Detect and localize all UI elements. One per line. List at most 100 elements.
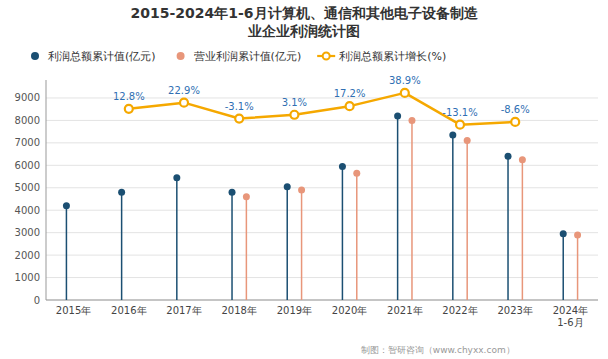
growth-point bbox=[346, 102, 354, 110]
y-tick-label: 6000 bbox=[15, 160, 40, 171]
lollipop-stem bbox=[522, 160, 524, 300]
grid bbox=[46, 98, 598, 300]
lollipop-stem bbox=[397, 116, 399, 300]
lollipop bbox=[394, 112, 401, 300]
lollipop-head bbox=[229, 189, 236, 196]
x-axis-line bbox=[46, 300, 598, 301]
lollipop-stem bbox=[246, 197, 248, 300]
text-line: 2022年 bbox=[442, 305, 477, 316]
text-line: 2020年 bbox=[332, 305, 367, 316]
lollipop bbox=[63, 202, 70, 300]
y-tick-label: 8000 bbox=[15, 115, 40, 126]
growth-point bbox=[180, 99, 188, 107]
lollipop bbox=[560, 230, 567, 300]
text-line: 2018年 bbox=[221, 305, 256, 316]
data-label: 22.9% bbox=[168, 85, 200, 96]
data-label: 38.9% bbox=[389, 75, 421, 86]
y-axis: 0100020003000400050006000700080009000 bbox=[15, 80, 598, 306]
lollipop-head bbox=[173, 174, 180, 181]
lollipop-head bbox=[464, 137, 471, 144]
x-tick-label: 2024年1-6月 bbox=[553, 305, 588, 328]
lollipop-head bbox=[505, 153, 512, 160]
x-tick-label: 2017年 bbox=[166, 305, 201, 316]
y-tick-label: 9000 bbox=[15, 92, 40, 103]
grid-line bbox=[46, 165, 598, 166]
text-line: 2015年 bbox=[56, 305, 91, 316]
text-line: 2015-2024年1-6月计算机、通信和其他电子设备制造 bbox=[130, 5, 478, 21]
legend-label: 利润总额累计值(亿元) bbox=[48, 50, 156, 63]
chart-container: 2015-2024年1-6月计算机、通信和其他电子设备制造业企业利润统计图010… bbox=[0, 0, 608, 359]
lollipop bbox=[574, 231, 581, 300]
legend: 利润总额累计值(亿元) 营业利润累计值(亿元) 利润总额累计增长(%) bbox=[31, 50, 446, 63]
grid-line bbox=[46, 277, 598, 278]
lollipop-stem bbox=[301, 190, 303, 300]
lollipop-stem bbox=[342, 166, 344, 300]
y-tick-label: 4000 bbox=[15, 205, 40, 216]
y-tick-label: 2000 bbox=[15, 250, 40, 261]
y-tick-label: 7000 bbox=[15, 137, 40, 148]
lollipop-head bbox=[519, 156, 526, 163]
lollipop-stem bbox=[176, 178, 178, 300]
legend-item: 营业利润累计值(亿元) bbox=[177, 50, 302, 63]
grid-line bbox=[46, 255, 598, 256]
x-tick-label: 2018年 bbox=[221, 305, 256, 316]
data-label: -13.1% bbox=[442, 107, 477, 118]
x-tick-label: 2019年 bbox=[277, 305, 312, 316]
lollipop bbox=[519, 156, 526, 300]
lollipop-stem bbox=[121, 192, 123, 300]
lollipop-head bbox=[394, 112, 401, 119]
lollipop bbox=[173, 174, 180, 300]
lollipop-stem bbox=[66, 206, 68, 300]
lollipop-stem bbox=[452, 135, 454, 300]
growth-point bbox=[235, 115, 243, 123]
x-tick-label: 2023年 bbox=[497, 305, 532, 316]
lollipop bbox=[408, 117, 415, 300]
x-axis: 2015年 2016年 2017年 2018年 2019年 2020年 2021年 2022年… bbox=[56, 305, 588, 328]
lollipop-stem bbox=[466, 141, 468, 300]
text-line: 1-6月 bbox=[557, 317, 583, 328]
x-tick-label: 2016年 bbox=[111, 305, 146, 316]
lollipop-head bbox=[353, 170, 360, 177]
title: 2015-2024年1-6月计算机、通信和其他电子设备制造业企业利润统计图 bbox=[130, 5, 478, 39]
lollipop-stem bbox=[231, 192, 233, 300]
lollipop-head bbox=[560, 230, 567, 237]
lollipop bbox=[353, 170, 360, 300]
text-line: 业企业利润统计图 bbox=[247, 23, 360, 39]
lollipop-stem bbox=[507, 156, 509, 300]
text-line: 2024年 bbox=[553, 305, 588, 316]
lollipop-stem bbox=[411, 120, 413, 300]
chart-svg: 2015-2024年1-6月计算机、通信和其他电子设备制造业企业利润统计图010… bbox=[0, 0, 608, 359]
growth-point bbox=[511, 118, 519, 126]
lollipop-head bbox=[449, 132, 456, 139]
x-tick-label: 2022年 bbox=[442, 305, 477, 316]
growth-line bbox=[129, 93, 515, 125]
grid-line bbox=[46, 232, 598, 233]
data-labels: 12.8%22.9%-3.1%3.1%17.2%38.9%-13.1%-8.6% bbox=[113, 75, 530, 118]
growth-point bbox=[125, 105, 133, 113]
grid-line bbox=[46, 300, 598, 301]
lollipop bbox=[449, 132, 456, 301]
lollipop bbox=[229, 189, 236, 300]
data-label: -8.6% bbox=[501, 104, 530, 115]
lollipop-head bbox=[298, 187, 305, 194]
legend-label: 营业利润累计值(亿元) bbox=[194, 50, 302, 63]
legend-swatch-marker bbox=[323, 53, 330, 60]
data-label: 17.2% bbox=[334, 88, 366, 99]
text-line: 2016年 bbox=[111, 305, 146, 316]
growth-point bbox=[401, 89, 409, 97]
lollipop-stem bbox=[286, 187, 288, 300]
x-tick-label: 2021年 bbox=[387, 305, 422, 316]
data-label: 12.8% bbox=[113, 91, 145, 102]
y-axis-line bbox=[46, 80, 47, 300]
grid-line bbox=[46, 142, 598, 143]
legend-label: 利润总额累计增长(%) bbox=[339, 50, 446, 63]
lollipop-stem bbox=[562, 234, 564, 300]
growth-point bbox=[290, 111, 298, 119]
grid-line bbox=[46, 210, 598, 211]
y-tick-label: 1000 bbox=[15, 272, 40, 283]
text-line: 2023年 bbox=[497, 305, 532, 316]
lollipop bbox=[243, 193, 250, 300]
lollipop bbox=[339, 163, 346, 300]
text-line: 2019年 bbox=[277, 305, 312, 316]
lollipop bbox=[284, 183, 291, 300]
